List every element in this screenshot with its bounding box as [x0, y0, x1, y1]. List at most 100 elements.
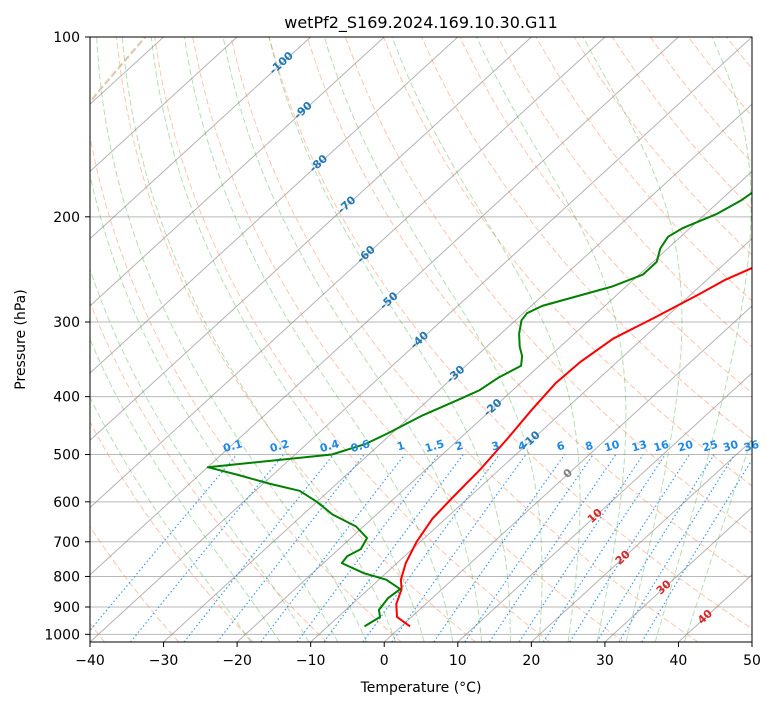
dry-adiabat — [268, 37, 752, 630]
isotherm-line — [90, 37, 752, 642]
dry-adiabat — [90, 421, 254, 642]
isotherm-line — [604, 506, 752, 642]
plot-frame — [89, 36, 753, 643]
y-tick-label: 100 — [53, 30, 80, 46]
mixing-ratio-line — [323, 454, 464, 642]
mixing-ratio-label: 0.6 — [349, 437, 372, 455]
mixing-ratio-line — [488, 454, 617, 642]
moist-adiabat — [150, 37, 425, 642]
y-tick-label: 900 — [53, 600, 80, 616]
mixing-ratio-line — [569, 454, 691, 642]
dry-adiabat — [649, 37, 752, 164]
x-tick-label: −20 — [222, 653, 252, 669]
y-tick-label: 1000 — [44, 627, 80, 643]
moist-adiabat — [90, 267, 310, 642]
dry-adiabat — [154, 37, 550, 642]
mixing-ratio-line — [542, 454, 666, 642]
dry-adiabat — [573, 37, 752, 256]
isotherm-line — [90, 37, 459, 374]
mixing-ratio-label: 30 — [722, 438, 741, 455]
mixing-ratio-label: 4 — [517, 439, 528, 454]
x-tick-label: 0 — [380, 653, 389, 669]
mixing-ratio-line — [618, 454, 736, 642]
moist-adiabat — [96, 37, 368, 642]
dry-adiabat — [459, 37, 752, 394]
y-axis-ticks: 100 200 300 400 500 600 700 800 900 1000 — [44, 30, 90, 643]
x-tick-label: 10 — [449, 653, 467, 669]
dry-adiabat — [535, 37, 752, 302]
mixing-ratio-label: 13 — [630, 438, 648, 455]
x-tick-label: −40 — [75, 653, 105, 669]
mixing-ratio-line — [216, 454, 365, 642]
dry-adiabat — [421, 37, 752, 440]
mixing-ratio-label: 2 — [454, 439, 465, 454]
mixing-ratio-label: 0.2 — [268, 437, 290, 455]
isotherm-line — [530, 439, 752, 642]
mixing-ratio-line — [391, 454, 527, 642]
mixing-ratio-label: 25 — [701, 438, 719, 455]
mixing-ratio-line — [518, 454, 644, 642]
y-tick-label: 400 — [53, 390, 80, 406]
background-lines — [90, 37, 775, 642]
mixing-ratio-label: 3 — [490, 439, 501, 454]
moist-adiabat — [90, 396, 252, 642]
y-tick-label: 800 — [53, 569, 80, 585]
moist-adiabat — [90, 337, 281, 642]
dry-adiabat — [230, 37, 699, 642]
mixing-ratio-label: 8 — [584, 439, 595, 454]
isotherm-line — [90, 37, 679, 576]
dry-adiabat — [90, 525, 180, 642]
isotherm-line — [383, 305, 752, 642]
x-tick-label: 30 — [596, 653, 614, 669]
moist-adiabat — [582, 37, 683, 642]
mixing-ratio-line — [464, 454, 594, 642]
moist-adiabat — [323, 37, 543, 642]
chart-title: wetPf2_S169.2024.169.10.30.G11 — [284, 13, 558, 33]
moist-adiabat — [476, 37, 627, 642]
x-tick-label: 20 — [522, 653, 540, 669]
y-tick-label: 500 — [53, 448, 80, 464]
x-tick-label: 40 — [670, 653, 688, 669]
x-axis-label: Temperature (°C) — [360, 680, 482, 696]
dry-adiabat — [90, 133, 402, 642]
dry-adiabat — [765, 37, 775, 642]
mixing-ratio-label: 16 — [652, 438, 671, 455]
x-axis-ticks: −40 −30 −20 −10 0 10 20 30 40 50 — [75, 642, 761, 669]
isotherm-line — [163, 103, 752, 642]
moist-adiabat — [121, 37, 396, 642]
y-tick-label: 600 — [53, 495, 80, 511]
profile-lines — [206, 191, 752, 628]
isotherm-line — [90, 37, 606, 509]
dry-adiabat — [90, 300, 328, 642]
isotherm-line — [90, 37, 238, 173]
moist-adiabat — [683, 436, 752, 642]
mixing-ratio-line — [90, 454, 238, 632]
profile-line — [395, 266, 752, 628]
isotherm-line — [310, 237, 752, 642]
x-tick-label: 50 — [743, 653, 761, 669]
mixing-ratio-label: 10 — [603, 438, 622, 455]
dry-adiabat — [306, 37, 752, 582]
dry-adiabat — [688, 37, 752, 117]
isotherm-line — [90, 37, 532, 442]
mixing-ratio-label: 6 — [555, 439, 566, 454]
isotherm-line — [90, 37, 312, 240]
y-tick-label: 200 — [53, 210, 80, 226]
dry-adiabat — [497, 37, 752, 348]
mixing-ratio-label: 20 — [676, 438, 695, 455]
mixing-ratio-line — [433, 454, 566, 642]
mixing-ratio-line — [260, 454, 406, 642]
moist-adiabat — [391, 37, 581, 642]
isotherm-line — [457, 372, 752, 642]
mixing-ratio-line — [296, 454, 439, 642]
x-tick-label: −10 — [296, 653, 326, 669]
isotherm-line — [90, 37, 385, 307]
mixing-ratio-label: 0.4 — [318, 437, 341, 455]
line-labels: 0.1 0.2 0.4 0.6 1 1.5 2 3 4 6 8 10 13 16 20 25 30 36-100-… — [222, 49, 761, 627]
mixing-ratio-label: 1 — [395, 439, 406, 454]
dry-adiabat — [726, 37, 752, 70]
moist-adiabat — [184, 37, 454, 642]
isotherm-line — [236, 170, 752, 642]
mixing-ratio-line — [362, 454, 500, 642]
